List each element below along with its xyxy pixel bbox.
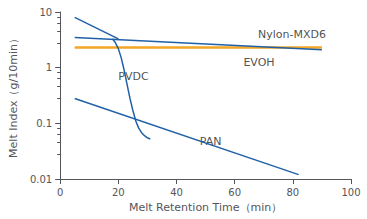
svg-text:10: 10 [39,7,52,18]
svg-text:Melt Retention Time（min）: Melt Retention Time（min） [129,201,282,214]
svg-text:EVOH: EVOH [243,56,274,69]
svg-text:Melt Index（g/10min）: Melt Index（g/10min） [7,33,20,158]
svg-text:40: 40 [170,187,183,198]
svg-text:0.01: 0.01 [30,174,52,185]
svg-text:0.1: 0.1 [36,118,52,129]
svg-text:PAN: PAN [200,135,222,148]
svg-text:80: 80 [286,187,299,198]
svg-text:20: 20 [112,187,125,198]
svg-text:0: 0 [57,187,63,198]
svg-text:PVDC: PVDC [118,70,149,83]
svg-text:60: 60 [228,187,241,198]
svg-text:Nylon-MXD6: Nylon-MXD6 [258,28,326,41]
svg-text:100: 100 [341,187,360,198]
svg-text:1: 1 [46,62,52,73]
